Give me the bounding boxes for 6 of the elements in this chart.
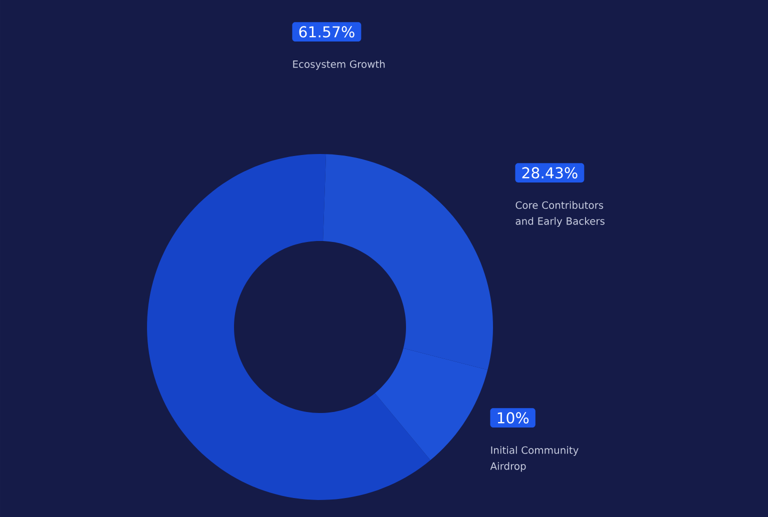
slice-label: Ecosystem Growth — [293, 60, 385, 70]
slice-label: Core Contributors and Early Backers — [516, 201, 605, 227]
data-label: 61.57% — [299, 26, 354, 38]
slice-label: Initial Community Airdrop — [490, 446, 578, 472]
data-label: 10% — [498, 412, 529, 424]
data-label: 28.43% — [522, 167, 578, 178]
